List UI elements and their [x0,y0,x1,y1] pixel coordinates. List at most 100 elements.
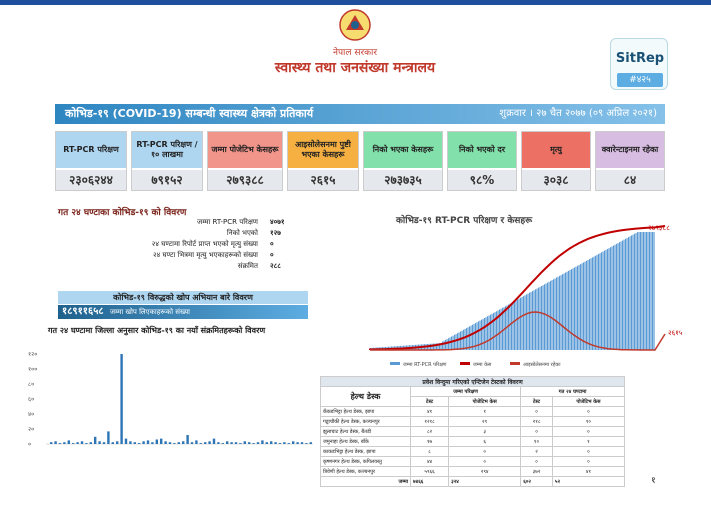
summary-row: २४ घण्टामा रिपोर्ट प्राप्त भएको मृत्यु स… [58,239,308,250]
test-bar [529,292,531,350]
test-bar [644,232,646,350]
test-bar [586,260,588,350]
test-bar [604,250,606,350]
desk-caption: प्रवेश विन्दुमा गरिएको एन्टिजेन टेस्टको … [320,376,625,387]
test-bar [607,248,609,350]
desk-value-cell: ० [448,446,522,457]
summary-row: जम्मा RT-PCR परिक्षण ४०७१ [58,217,308,228]
test-bar [484,318,486,350]
summary-row: संक्रमित २८८ [58,261,308,272]
test-bar [628,237,630,350]
district-bar [287,443,290,444]
test-bar [436,343,438,350]
summary-label: निको भएको [226,229,258,237]
test-bar [494,312,496,350]
test-bar [437,343,439,350]
test-bar [638,232,640,350]
district-bar [72,443,75,444]
district-bar [309,442,312,444]
test-bar [478,321,480,350]
stat-label: RT-PCR परिक्षण [56,132,126,168]
test-bar [637,232,639,350]
test-bar [643,232,645,350]
stat-value: ९८% [448,170,516,190]
test-bar [557,276,559,350]
sitrep-badge: SitRep #४२५ [610,38,668,90]
legend-isolation: आइसोलेसनमा रहेका [523,361,561,368]
desk-value-cell: १० [520,436,553,447]
test-bar [526,294,528,350]
test-bar [464,328,466,350]
stat-label: निको भएका केसहरू [364,132,442,168]
vaccine-bar: १८९११६५८ जम्मा खोप लिएकाहरूको संख्या [58,305,308,319]
test-bar [595,255,597,350]
banner-date: शुक्रवार । २७ चैत २०७७ (०९ अप्रिल २०२१) [499,108,657,119]
test-bar [653,232,655,350]
test-bar [434,343,436,350]
summary-value: ४०७१ [270,218,285,226]
test-bar [487,316,489,350]
test-bar [583,262,585,350]
test-bar [454,334,456,350]
district-bar [190,442,194,444]
district-bar [212,438,216,444]
test-bar [440,343,442,350]
test-bar [584,261,586,350]
test-bar [496,311,498,350]
stat-card-quarantine: क्वारेन्टाइनमा रहेका ८४ [595,131,665,191]
test-bar [431,343,433,350]
district-bar [283,442,286,444]
desk-name-cell: जमुनाहा हेल्थ डेस्क, बाँके [320,436,411,447]
test-bar [512,302,514,350]
test-bar [647,232,649,350]
vaccine-note: जम्मा खोप लिएकाहरूको संख्या [109,308,190,316]
stat-value: २७३७३५ [364,170,442,190]
district-bar [270,441,273,444]
test-bar [608,248,610,350]
stat-label: आइसोलेसनमा पुष्टी भएका केसहरू [288,132,358,168]
test-bar [536,288,538,350]
test-bar [599,253,601,350]
test-bar [502,307,504,350]
test-bar [605,249,607,350]
desk-row: जमुनाहा हेल्थ डेस्क, बाँके १७ ६ १० १ [320,436,626,447]
summary-row: २४ घण्टा भित्रमा मृत्यु भएकाहरूको संख्या… [58,250,308,261]
district-bar [243,441,246,444]
desk-value-cell: ० [551,426,626,437]
desk-value-cell: ० [551,456,626,467]
desk-value-cell: ३७२ [520,466,553,477]
summary-label: संक्रमित [237,262,258,270]
district-bar [50,442,53,444]
test-bar [625,238,627,350]
test-bar [467,327,469,350]
test-bar [569,270,571,350]
district-bars [50,354,312,444]
desk-value-cell: ४१ [409,406,450,417]
district-bar [230,442,233,444]
desk-sub2: पोजेटिभ केस [448,396,522,407]
summary-row: निको भएको १२७ [58,228,308,239]
desk-total: ५२ [551,476,626,487]
y-tick-label: १२० [28,351,37,358]
district-bar [120,354,123,444]
district-bar [300,442,304,444]
page-number: १ [651,476,656,486]
desk-value-cell: ० [448,456,522,467]
test-bar [493,312,495,350]
desk-total: ७४६६ [409,476,450,487]
stat-card-recovery-rate: निको भएको दर ९८% [447,131,517,191]
desk-row: कँकडभिट्टा हेल्थ डेस्क, झापा ४१ १ ० ० [320,406,626,417]
stat-label: RT-PCR परिक्षण /१० लाखमा [132,132,202,168]
district-bar [274,442,277,444]
y-tick-label: २० [28,426,34,433]
desk-value-cell: १२१८ [409,416,450,427]
test-bar [463,329,465,350]
test-bar [472,324,474,350]
stat-value: २३०६२४४ [56,170,126,190]
test-bar [566,271,568,350]
district-bar [248,442,251,444]
stat-label: निको भएको दर [448,132,516,168]
y-tick-label: ८० [28,381,34,388]
summary-value: ० [270,240,274,248]
district-bar [265,442,268,444]
